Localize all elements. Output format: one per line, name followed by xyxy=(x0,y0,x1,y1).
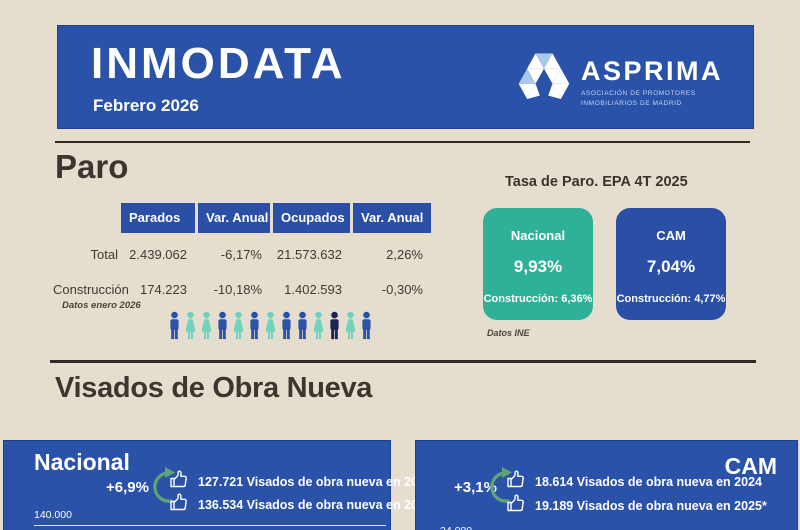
male-person-icon xyxy=(216,303,229,348)
visados-cam-label: CAM xyxy=(724,453,777,479)
female-person-icon xyxy=(344,303,357,348)
population-pictogram xyxy=(168,303,373,348)
asprima-logo-text: ASPRIMA ASOCIACIÓN DE PROMOTORES INMOBIL… xyxy=(581,52,723,109)
tasa-card-cam: CAM 7,04% Construcción: 4,77% xyxy=(616,208,726,320)
header-divider xyxy=(55,141,750,143)
visados-nacional-2024-row: 127.721 Visados de obra nueva en 2024 xyxy=(168,469,432,494)
growth-arrow-icon xyxy=(486,467,512,512)
row-label-total: Total xyxy=(90,247,118,262)
asprima-triangle-logo-icon xyxy=(517,52,571,107)
male-person-icon xyxy=(296,303,309,348)
male-person-icon xyxy=(360,303,373,348)
total-parados: 2.439.062 xyxy=(129,247,187,262)
tasa-card-nacional: Nacional 9,93% Construcción: 6,36% xyxy=(483,208,593,320)
nacional-chart-axis-label: 140.000 xyxy=(34,509,72,521)
total-var-anual-parados: -6,17% xyxy=(220,247,262,262)
tasa-footnote: Datos INE xyxy=(487,328,530,338)
construccion-var-anual-parados: -10,18% xyxy=(213,282,262,297)
male-person-icon xyxy=(168,303,181,348)
thumbs-up-icon xyxy=(505,469,526,494)
cam-chart-axis-label: 24.000 xyxy=(440,525,472,530)
table-corner-cell xyxy=(53,203,118,233)
visados-nacional-2024-value: 127.721 Visados de obra nueva en 2024 xyxy=(198,474,432,489)
visados-nacional-2025-row: 136.534 Visados de obra nueva en 2025* xyxy=(168,492,437,517)
female-person-icon xyxy=(184,303,197,348)
visados-cam-2024-row: 18.614 Visados de obra nueva en 2024 xyxy=(505,469,762,494)
visados-nacional-change: +6,9% xyxy=(106,479,149,496)
growth-arrow-icon xyxy=(149,467,175,512)
tasa-nacional-rate: 9,93% xyxy=(513,257,563,276)
thumbs-up-icon xyxy=(505,493,526,518)
paro-section-heading: Paro xyxy=(55,148,129,185)
tasa-cam-label: CAM xyxy=(656,228,686,243)
total-var-anual-ocupados: 2,26% xyxy=(386,247,423,262)
male-person-icon xyxy=(280,303,293,348)
visados-section-heading: Visados de Obra Nueva xyxy=(55,372,373,404)
page-title: INMODATA xyxy=(91,39,346,88)
column-header-parados: Parados xyxy=(121,203,195,233)
male-person-icon xyxy=(328,303,341,348)
male-person-icon xyxy=(248,303,261,348)
visados-cam-change: +3,1% xyxy=(454,479,497,496)
asprima-name: ASPRIMA xyxy=(580,56,723,86)
thumbs-up-icon xyxy=(168,492,189,517)
visados-cam-2024-value: 18.614 Visados de obra nueva en 2024 xyxy=(535,474,762,489)
visados-card-cam: CAM +3,1% 18.614 Visados de obra nueva e… xyxy=(415,440,798,530)
female-person-icon xyxy=(200,303,213,348)
column-header-var-anual-1: Var. Anual xyxy=(198,203,270,233)
female-person-icon xyxy=(312,303,325,348)
nacional-chart-gridline xyxy=(34,525,386,526)
header-banner: INMODATA Febrero 2026 A xyxy=(57,25,754,129)
section-divider xyxy=(50,360,756,363)
visados-card-nacional: Nacional +6,9% 127.721 Visados de obra n… xyxy=(3,440,437,530)
paro-footnote: Datos enero 2026 xyxy=(62,300,141,311)
tasa-cam-rate: 7,04% xyxy=(646,257,696,276)
construccion-var-anual-ocupados: -0,30% xyxy=(381,282,423,297)
column-header-ocupados: Ocupados xyxy=(273,203,350,233)
visados-nacional-2025-value: 136.534 Visados de obra nueva en 2025* xyxy=(198,497,437,512)
thumbs-up-icon xyxy=(168,469,189,494)
tasa-nacional-construction: Construcción: 6,36% xyxy=(483,293,593,305)
total-ocupados: 21.573.632 xyxy=(276,247,342,262)
asprima-tagline: ASOCIACIÓN DE PROMOTORES INMOBILIARIOS D… xyxy=(580,90,696,107)
column-header-var-anual-2: Var. Anual xyxy=(353,203,431,233)
asprima-logo: ASPRIMA ASOCIACIÓN DE PROMOTORES INMOBIL… xyxy=(517,52,723,109)
row-label-construccion: Construcción xyxy=(53,282,129,297)
visados-cam-2025-row: 19.189 Visados de obra nueva en 2025* xyxy=(505,493,767,518)
construccion-ocupados: 1.402.593 xyxy=(284,282,342,297)
tasa-paro-heading: Tasa de Paro. EPA 4T 2025 xyxy=(505,174,688,190)
visados-cam-2025-value: 19.189 Visados de obra nueva en 2025* xyxy=(535,498,767,513)
visados-nacional-label: Nacional xyxy=(34,449,130,475)
tasa-cam-construction: Construcción: 4,77% xyxy=(616,293,726,305)
construccion-parados: 174.223 xyxy=(140,282,187,297)
edition-date: Febrero 2026 xyxy=(93,96,199,115)
paro-table: Parados Var. Anual Ocupados Var. Anual T… xyxy=(53,203,431,303)
female-person-icon xyxy=(264,303,277,348)
tasa-nacional-label: Nacional xyxy=(510,228,566,243)
female-person-icon xyxy=(232,303,245,348)
